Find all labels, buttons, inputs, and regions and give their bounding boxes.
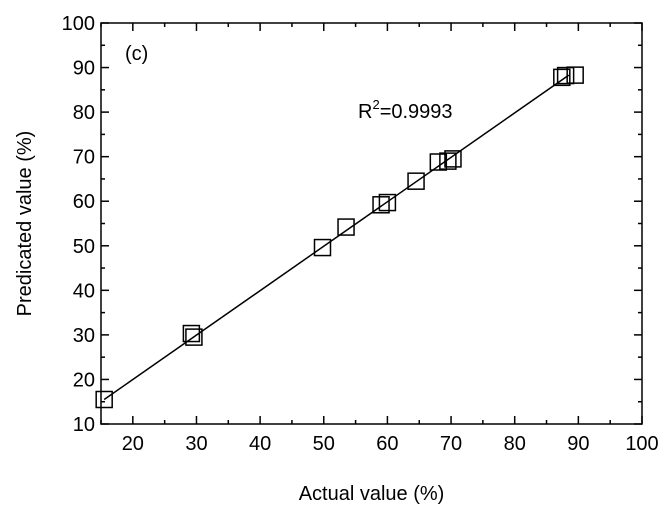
x-tick-label: 50: [313, 433, 335, 455]
x-tick-label: 100: [625, 433, 658, 455]
data-point: [372, 196, 390, 214]
x-tick-label: 80: [504, 433, 526, 455]
r-squared-base: R: [358, 101, 372, 123]
data-points: [95, 66, 584, 409]
x-tick-label: 60: [376, 433, 398, 455]
data-point: [566, 66, 584, 84]
x-tick-label: 20: [122, 433, 144, 455]
r-squared-superscript: 2: [372, 97, 379, 112]
y-tick-label: 40: [73, 280, 95, 302]
x-tick-label: 70: [440, 433, 462, 455]
x-tick-label: 90: [567, 433, 589, 455]
y-tick-label: 30: [73, 325, 95, 347]
y-tick-label: 10: [73, 414, 95, 436]
y-tick-label: 20: [73, 369, 95, 391]
x-tick-label: 40: [249, 433, 271, 455]
data-point: [556, 66, 575, 85]
data-point: [378, 193, 397, 212]
y-tick-label: 50: [73, 236, 95, 258]
data-point: [444, 150, 462, 168]
data-point: [553, 68, 571, 87]
data-point: [185, 328, 203, 346]
tick-labels: 20 30 40 50 60 70 80 90 100 10 20 30 40 50 60 70 80 90 100: [62, 13, 659, 455]
data-point: [313, 238, 332, 257]
r-squared-value: =0.9993: [380, 101, 453, 123]
data-point: [429, 153, 448, 171]
axis-ticks: [100, 22, 643, 425]
data-point: [407, 172, 425, 190]
data-point: [182, 324, 201, 343]
fit-line: [103, 74, 570, 401]
y-tick-label: 60: [73, 191, 95, 213]
r-squared-annotation: R2=0.9993: [358, 97, 453, 123]
data-point: [439, 152, 457, 170]
y-tick-label: 70: [73, 147, 95, 169]
panel-label: (c): [125, 43, 148, 65]
y-tick-label: 100: [62, 13, 95, 35]
x-tick-label: 30: [185, 433, 207, 455]
y-tick-label: 80: [73, 102, 95, 124]
y-axis-title: Predicated value (%): [14, 131, 36, 317]
data-point: [337, 218, 355, 236]
y-tick-label: 90: [73, 58, 95, 80]
x-axis-title: Actual value (%): [299, 483, 445, 505]
data-point: [95, 390, 113, 409]
